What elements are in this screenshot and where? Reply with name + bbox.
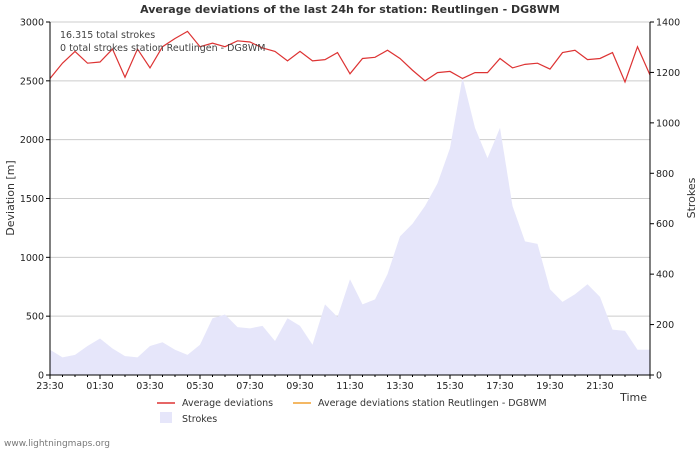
x-axis-label: Time: [619, 391, 647, 404]
chart-title: Average deviations of the last 24h for s…: [140, 3, 560, 16]
x-tick-label: 15:30: [436, 381, 463, 392]
y2-tick-label: 0: [656, 371, 662, 382]
y-tick-label: 1000: [20, 253, 44, 264]
left-axis-ticks: 0 500 1000 1500 2000 2500 3000: [20, 18, 50, 382]
legend-strokes: Strokes: [182, 414, 217, 425]
x-tick-label: 23:30: [36, 381, 63, 392]
y-tick-label: 3000: [20, 18, 44, 29]
x-tick-label: 01:30: [86, 381, 113, 392]
y-tick-label: 0: [38, 371, 44, 382]
y-tick-label: 2500: [20, 76, 44, 87]
legend-swatch-strokes: [160, 412, 172, 423]
x-tick-label: 19:30: [536, 381, 563, 392]
strokes-area: [50, 77, 650, 375]
y-tick-label: 500: [26, 312, 44, 323]
y2-tick-label: 600: [656, 219, 674, 230]
right-axis-ticks: 0 200 400 600 800 1000 1200 1400: [650, 18, 680, 382]
y2-tick-label: 1000: [656, 118, 680, 129]
y-axis-label: Deviation [m]: [4, 160, 17, 235]
x-tick-label: 09:30: [286, 381, 313, 392]
x-tick-label: 13:30: [386, 381, 413, 392]
y-tick-label: 2000: [20, 135, 44, 146]
y2-tick-label: 800: [656, 169, 674, 180]
y2-tick-label: 1400: [656, 18, 680, 29]
legend-average-deviations: Average deviations: [182, 398, 273, 409]
y2-tick-label: 1200: [656, 68, 680, 79]
x-tick-label: 11:30: [336, 381, 363, 392]
x-tick-label: 07:30: [236, 381, 263, 392]
gridlines: [50, 21, 650, 376]
y2-axis-label: Strokes: [685, 177, 698, 218]
x-tick-label: 21:30: [586, 381, 613, 392]
x-tick-label: 17:30: [486, 381, 513, 392]
station-strokes-note: 0 total strokes station Reutlingen - DG8…: [60, 43, 265, 54]
legend: Average deviations Average deviations st…: [157, 398, 547, 425]
average-deviations-line: [49, 30, 651, 84]
x-tick-label: 05:30: [186, 381, 213, 392]
x-tick-label: 03:30: [136, 381, 163, 392]
total-strokes-note: 16.315 total strokes: [60, 30, 155, 41]
y2-tick-label: 200: [656, 320, 674, 331]
y-tick-label: 1500: [20, 194, 44, 205]
y2-tick-label: 400: [656, 270, 674, 281]
x-axis-ticks: 23:30 01:30 03:30 05:30 07:30 09:30 11:30 13:30…: [36, 375, 651, 392]
legend-station-deviations: Average deviations station Reutlingen - …: [318, 398, 547, 409]
footer-link[interactable]: www.lightningmaps.org: [4, 439, 110, 449]
